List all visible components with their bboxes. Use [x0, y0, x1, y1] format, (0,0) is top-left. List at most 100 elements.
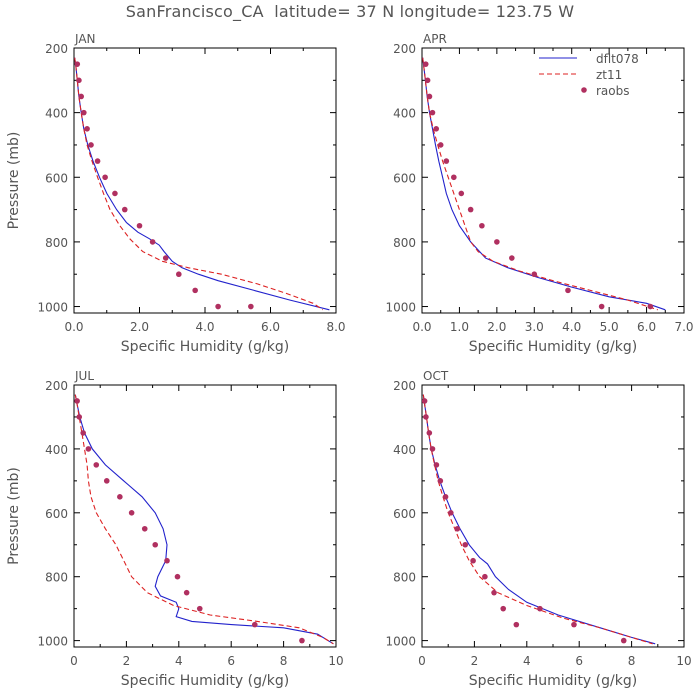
y-tick-label: 400: [45, 443, 68, 457]
raobs-point: [479, 222, 485, 229]
plot-frame: [73, 47, 337, 314]
raobs-point: [500, 605, 507, 612]
raobs-point: [433, 125, 440, 132]
raobs-point: [620, 637, 627, 644]
raobs-point: [183, 589, 190, 596]
raobs-point: [423, 414, 429, 420]
x-tick-label: 8.0: [326, 320, 345, 334]
zt11-line: [74, 57, 324, 311]
y-tick-label: 800: [45, 571, 68, 585]
plot-data: [74, 394, 334, 645]
y-tick-label: 1000: [385, 301, 416, 315]
y-tick-label: 400: [45, 107, 68, 121]
x-tick-label: 2: [123, 654, 131, 668]
x-tick-label: 6: [575, 654, 583, 668]
raobs-point: [192, 287, 198, 294]
raobs-point: [251, 621, 258, 628]
y-tick-label: 600: [45, 507, 68, 521]
panel-label: JUL: [74, 369, 94, 383]
raobs-point: [162, 255, 169, 261]
raobs-point: [80, 430, 86, 436]
raobs-point: [571, 621, 577, 628]
panel-jul: JUL 0 2 4 6 8 10 200 400 600 800 1000 Specific Humid…: [6, 369, 344, 689]
raobs-point: [426, 430, 433, 436]
raobs-point: [647, 303, 654, 310]
x-tick-label: 3.0: [525, 320, 544, 334]
panel-oct: OCT 0 2 4 6 8 10 200 400 600 800 1000 Specific Humid…: [385, 369, 691, 689]
raobs-point: [164, 557, 170, 564]
y-tick-label: 200: [393, 379, 416, 393]
y-tick-label: 200: [393, 42, 416, 56]
raobs-point: [598, 303, 605, 310]
x-tick-label: 10: [676, 654, 691, 668]
raobs-point: [442, 494, 449, 500]
raobs-point: [88, 142, 94, 148]
y-tick-label: 1000: [385, 635, 416, 649]
raobs-point: [433, 462, 440, 468]
raobs-point: [76, 77, 82, 84]
y-axis-label: Pressure (mb): [6, 132, 22, 230]
panel-label: JAN: [74, 32, 96, 46]
legend-label: raobs: [596, 84, 630, 98]
raobs-point: [462, 541, 469, 548]
raobs-point: [458, 190, 465, 197]
y-axis-label: Pressure (mb): [6, 467, 22, 565]
raobs-point: [429, 446, 436, 452]
x-tick-label: 4.0: [195, 320, 214, 334]
x-tick-label: 7.0: [674, 320, 693, 334]
raobs-point: [136, 222, 143, 229]
x-tick-label: 8: [628, 654, 636, 668]
y-tick-label: 400: [393, 443, 416, 457]
x-tick-label: 4: [175, 654, 183, 668]
raobs-point: [93, 462, 100, 468]
raobs-point: [451, 174, 457, 181]
x-tick-label: 5.0: [600, 320, 619, 334]
panel-label: APR: [423, 32, 447, 46]
y-tick-label: 200: [45, 42, 68, 56]
x-axis-label: Specific Humidity (g/kg): [469, 339, 637, 355]
y-tick-label: 200: [45, 379, 68, 393]
x-tick-label: 0.0: [412, 320, 431, 334]
raobs-point: [215, 303, 221, 310]
y-tick-label: 1000: [37, 635, 68, 649]
x-tick-label: 2.0: [487, 320, 506, 334]
raobs-point: [470, 557, 476, 564]
x-tick-label: 6: [227, 654, 235, 668]
zt11-line: [422, 57, 658, 311]
x-tick-label: 2: [471, 654, 479, 668]
raobs-point: [454, 525, 461, 532]
x-tick-label: 6.0: [261, 320, 280, 334]
raobs-point: [426, 93, 433, 100]
raobs-point: [565, 287, 571, 294]
figure-title: SanFrancisco_CA latitude= 37 N longitude…: [125, 2, 575, 21]
raobs-point: [424, 77, 431, 84]
raobs-point: [94, 158, 101, 164]
dflt078-line: [74, 394, 334, 645]
x-tick-label: 10: [328, 654, 343, 668]
raobs-point: [491, 589, 497, 596]
legend-label: zt11: [596, 68, 622, 82]
raobs-point: [429, 109, 436, 116]
raobs-point: [537, 605, 543, 612]
raobs-point: [76, 414, 83, 420]
panel-label: OCT: [423, 369, 449, 383]
y-tick-label: 800: [393, 571, 416, 585]
raobs-point: [102, 174, 108, 181]
raobs-point: [299, 637, 305, 644]
y-tick-label: 400: [393, 107, 416, 121]
y-tick-label: 600: [393, 507, 416, 521]
raobs-point: [437, 142, 444, 148]
raobs-point: [152, 541, 159, 548]
x-tick-label: 0.0: [64, 320, 83, 334]
raobs-point: [103, 478, 110, 484]
raobs-point: [85, 446, 92, 452]
plot-data: [422, 57, 666, 311]
raobs-point: [78, 93, 85, 100]
plot-data: [422, 394, 656, 645]
raobs-point: [509, 255, 515, 261]
x-tick-label: 4: [523, 654, 531, 668]
raobs-point: [467, 206, 474, 213]
raobs-point: [117, 494, 123, 500]
raobs-point: [531, 271, 538, 278]
y-tick-label: 600: [45, 171, 68, 185]
